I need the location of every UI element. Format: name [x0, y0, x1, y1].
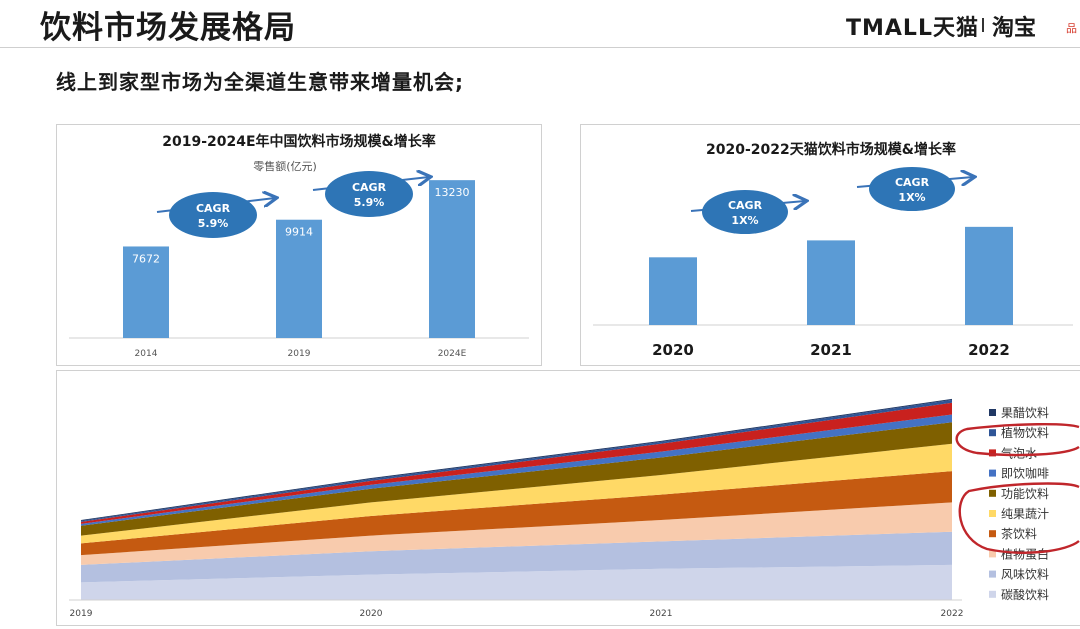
tick-label-2021: 2021	[810, 341, 852, 359]
legend-label-2: 气泡水	[1001, 445, 1037, 460]
area-series-1	[81, 531, 952, 583]
tmall-logo: TMALL天猫	[846, 16, 979, 41]
tick-label-2024E: 2024E	[438, 349, 467, 359]
area-series-8	[81, 399, 952, 522]
cagr-bubble-2	[325, 171, 413, 217]
tick-label-2020: 2020	[652, 341, 694, 359]
category-area-chart-panel: 2019 2020 2021 2022 果醋饮料植物饮料气泡水即饮咖啡功能饮料纯果蔬汁茶…	[56, 370, 1080, 626]
area-series-7	[81, 402, 952, 524]
cagr-label-2: CAGR	[352, 181, 387, 194]
data-label-2014: 7672	[132, 252, 160, 265]
area-series-2	[81, 502, 952, 565]
cagr-bubble-1	[702, 190, 788, 234]
tick-label-2021: 2021	[650, 609, 673, 619]
bar-2024E	[429, 180, 475, 338]
highlight-circle-2	[958, 482, 1080, 554]
bar-2019	[276, 219, 322, 338]
legend-label-6: 茶饮料	[1001, 526, 1037, 541]
tick-label-2019: 2019	[288, 349, 311, 359]
legend-label-0: 果醋饮料	[1001, 405, 1049, 420]
tmall-market-chart-panel: 2020-2022天猫饮料市场规模&增长率 2020 2021 2022 CAGR 1X%…	[580, 124, 1080, 366]
legend-label-4: 功能饮料	[1001, 487, 1049, 501]
legend-label-8: 风味饮料	[1001, 568, 1049, 582]
legend-swatch-1	[989, 429, 996, 437]
cagr-value-2: 1X%	[898, 191, 925, 204]
legend-label-5: 纯果蔬汁	[1001, 507, 1049, 521]
legend-swatch-9	[989, 590, 996, 598]
page-subtitle: 线上到家型市场为全渠道生意带来增量机会;	[56, 70, 464, 94]
data-label-2024E: 13230	[435, 186, 470, 199]
legend-label-9: 碳酸饮料	[1001, 587, 1049, 602]
legend-swatch-4	[989, 489, 996, 497]
bar-2014	[123, 246, 169, 338]
legend-swatch-8	[989, 570, 996, 578]
chart-title: 2020-2022天猫饮料市场规模&增长率	[706, 141, 956, 158]
bar-2020	[649, 257, 697, 325]
legend-swatch-2	[989, 449, 996, 457]
cagr-bubble-1	[169, 192, 257, 238]
area-series-6	[81, 414, 952, 526]
area-series-4	[81, 443, 952, 544]
bar-2021	[807, 240, 855, 325]
legend-swatch-0	[989, 409, 996, 416]
cagr-value-1: 1X%	[731, 214, 758, 227]
area-series-9	[81, 398, 952, 521]
chart-unit-label: 零售额(亿元)	[253, 159, 317, 173]
bar-2022	[965, 226, 1013, 325]
cagr-bubble-2	[869, 167, 955, 211]
legend-swatch-6	[989, 530, 996, 538]
category-stacked-area-chart: 2019 2020 2021 2022 果醋饮料植物饮料气泡水即饮咖啡功能饮料纯果蔬汁茶…	[69, 398, 1080, 619]
brand-extra: 品	[1066, 22, 1077, 35]
area-series-3	[81, 471, 952, 556]
tick-label-2022: 2022	[941, 609, 964, 619]
cagr-value-2: 5.9%	[354, 196, 385, 209]
legend-swatch-7	[989, 550, 996, 558]
area-series-0	[81, 564, 952, 600]
cagr-label-2: CAGR	[895, 176, 930, 189]
area-series-5	[81, 422, 952, 536]
brand-divider	[982, 18, 984, 32]
header-divider	[0, 47, 1080, 48]
highlight-circle-1	[955, 423, 1080, 457]
tick-label-2022: 2022	[968, 341, 1010, 359]
tick-label-2020: 2020	[360, 609, 383, 619]
data-label-2019: 9914	[285, 226, 313, 239]
page-title: 饮料市场发展格局	[40, 10, 296, 46]
cagr-label-1: CAGR	[196, 202, 231, 215]
legend-label-1: 植物饮料	[1001, 425, 1049, 440]
tick-label-2014: 2014	[135, 349, 158, 359]
tick-label-2019: 2019	[70, 609, 93, 619]
legend-swatch-5	[989, 510, 996, 517]
legend-swatch-3	[989, 469, 996, 477]
tmall-market-bar-chart: 2020-2022天猫饮料市场规模&增长率 2020 2021 2022 CAGR 1X%…	[593, 141, 1073, 359]
cagr-value-1: 5.9%	[198, 217, 229, 230]
chart-title: 2019-2024E年中国饮料市场规模&增长率	[162, 133, 436, 150]
china-market-chart-panel: 2019-2024E年中国饮料市场规模&增长率零售额(亿元) 7672 2014 99…	[56, 124, 542, 366]
cagr-label-1: CAGR	[728, 199, 763, 212]
legend-label-3: 即饮咖啡	[1001, 466, 1049, 481]
taobao-logo: 淘宝	[992, 16, 1037, 41]
